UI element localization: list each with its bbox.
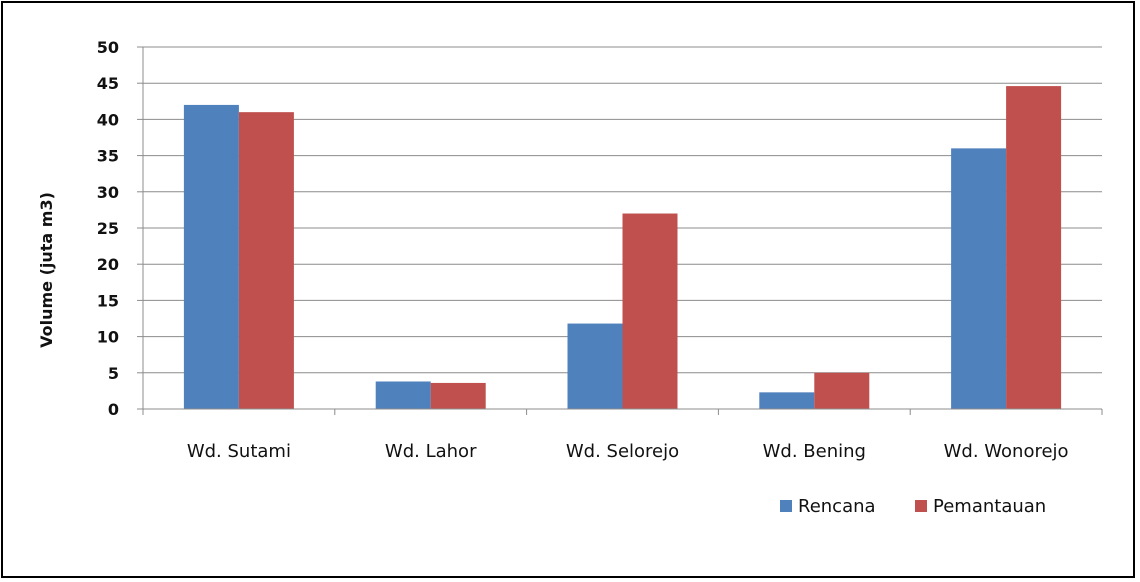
bar-pemantauan-0 — [238, 112, 294, 409]
y-tick-label: 45 — [97, 74, 119, 93]
y-tick-label: 40 — [97, 110, 119, 129]
x-tick-label: Wd. Bening — [763, 441, 866, 462]
bar-rencana-2 — [567, 323, 623, 409]
y-tick-label: 10 — [97, 328, 119, 347]
x-tick-label: Wd. Sutami — [187, 441, 291, 462]
y-tick-label: 15 — [97, 291, 119, 310]
axes — [137, 46, 1103, 415]
bar-rencana-4 — [951, 148, 1007, 410]
legend: Rencana Pemantauan — [780, 496, 1046, 517]
legend-label-rencana: Rencana — [798, 496, 876, 517]
legend-label-pemantauan: Pemantauan — [933, 496, 1046, 517]
y-tick-label: 50 — [97, 38, 119, 57]
x-tick-label: Wd. Selorejo — [566, 441, 679, 462]
bar-rencana-1 — [375, 381, 431, 409]
x-tick-labels: Wd. Sutami Wd. Lahor Wd. Selorejo Wd. Benin… — [187, 441, 1069, 462]
y-tick-label: 30 — [97, 183, 119, 202]
x-tick-label: Wd. Lahor — [385, 441, 477, 462]
x-tick-label: Wd. Wonorejo — [944, 441, 1069, 462]
y-tick-label: 5 — [108, 364, 119, 383]
legend-swatch-rencana — [780, 500, 792, 512]
y-tick-label: 35 — [97, 147, 119, 166]
bar-rencana-0 — [183, 104, 239, 410]
y-tick-labels: 0 5 10 15 20 25 30 35 40 45 50 — [97, 38, 119, 419]
bar-pemantauan-4 — [1006, 86, 1062, 409]
legend-swatch-pemantauan — [915, 500, 927, 512]
bar-pemantauan-3 — [814, 372, 870, 409]
y-tick-label: 20 — [97, 255, 119, 274]
bar-pemantauan-2 — [622, 213, 678, 409]
y-tick-label: 0 — [108, 400, 119, 419]
bars — [183, 86, 1062, 410]
y-tick-label: 25 — [97, 219, 119, 238]
bar-pemantauan-1 — [430, 382, 486, 409]
y-axis-title: Volume (juta m3) — [37, 192, 56, 348]
bar-rencana-3 — [759, 392, 815, 409]
gridlines — [143, 46, 1102, 374]
